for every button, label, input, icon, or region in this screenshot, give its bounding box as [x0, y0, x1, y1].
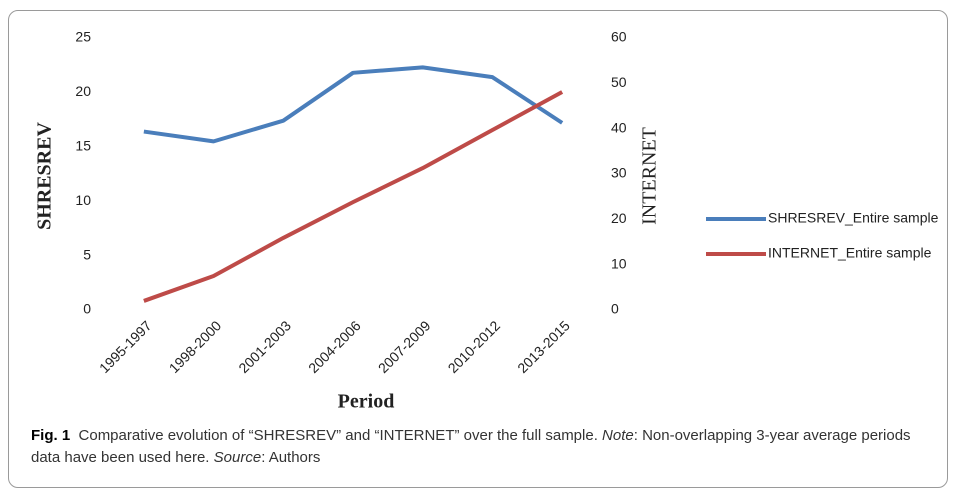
y2-axis-title: INTERNET [639, 127, 661, 225]
x-tick-label: 2013-2015 [514, 317, 573, 376]
y2-tick-label: 0 [611, 301, 619, 317]
y-tick-label: 25 [75, 29, 91, 45]
y-tick-label: 15 [75, 138, 91, 154]
x-tick-label: 1995-1997 [96, 317, 155, 376]
y-tick-label: 5 [83, 246, 91, 262]
y-tick-label: 20 [75, 83, 91, 99]
y2-tick-label: 10 [611, 255, 627, 271]
caption-source: : Authors [261, 449, 321, 466]
chart: SHRESREV INTERNET Period 0 5 10 15 20 25 0 10 20… [34, 29, 939, 413]
y2-tick-label: 40 [611, 119, 627, 135]
y2-tick-label: 30 [611, 165, 627, 181]
caption-label: Fig. 1 [31, 427, 71, 444]
x-tick-label: 2010-2012 [445, 317, 504, 376]
y2-tick-label: 50 [611, 74, 627, 90]
x-tick-label: 2004-2006 [305, 317, 364, 376]
series-line [143, 90, 564, 303]
y-tick-label: 10 [75, 192, 91, 208]
caption-note: : Non-overlapping 3-year average periods… [31, 427, 911, 466]
caption-source-label: Source [213, 449, 262, 466]
y2-tick-label: 20 [611, 210, 627, 226]
y-axis-title: SHRESREV [34, 122, 56, 230]
legend-label: INTERNET_Entire sample [768, 245, 932, 261]
legend-label: SHRESREV_Entire sample [768, 210, 939, 226]
y-tick-label: 0 [83, 301, 91, 317]
caption: Fig. 1 Comparative evolution of “SHRESRE… [31, 425, 931, 469]
figure-frame: SHRESREV INTERNET Period 0 5 10 15 20 25 0 10 20… [8, 10, 948, 488]
y2-tick-label: 60 [611, 29, 627, 45]
x-tick-label: 2007-2009 [375, 317, 434, 376]
x-axis-title: Period [338, 391, 395, 413]
caption-text: Comparative evolution of “SHRESREV” and … [78, 427, 598, 444]
x-tick-label: 1998-2000 [166, 317, 225, 376]
caption-note-label: Note [602, 427, 634, 444]
x-tick-label: 2001-2003 [235, 317, 294, 376]
series-line [143, 65, 564, 144]
